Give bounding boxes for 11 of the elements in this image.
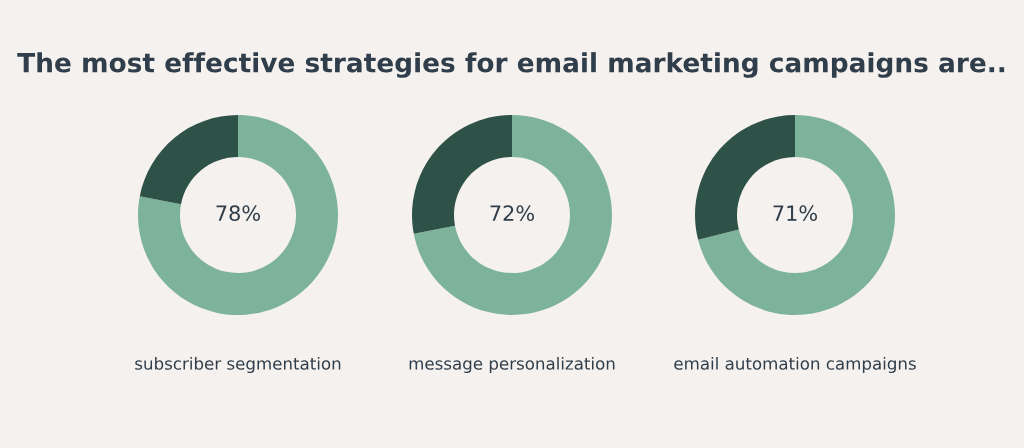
donut-slice <box>413 115 612 315</box>
text: email automation campaigns <box>674 356 916 374</box>
donut-slice <box>698 115 895 315</box>
data-label: 72% <box>490 205 534 222</box>
donut-slice <box>139 115 238 205</box>
data-label: 71% <box>773 205 817 222</box>
data-label: 78% <box>216 205 260 222</box>
text: subscriber segmentation <box>135 356 341 374</box>
text: The most effective strategies for email marketing campaigns are.. <box>17 52 1005 78</box>
text: message personalization <box>409 356 615 374</box>
donut-slice <box>138 115 338 315</box>
